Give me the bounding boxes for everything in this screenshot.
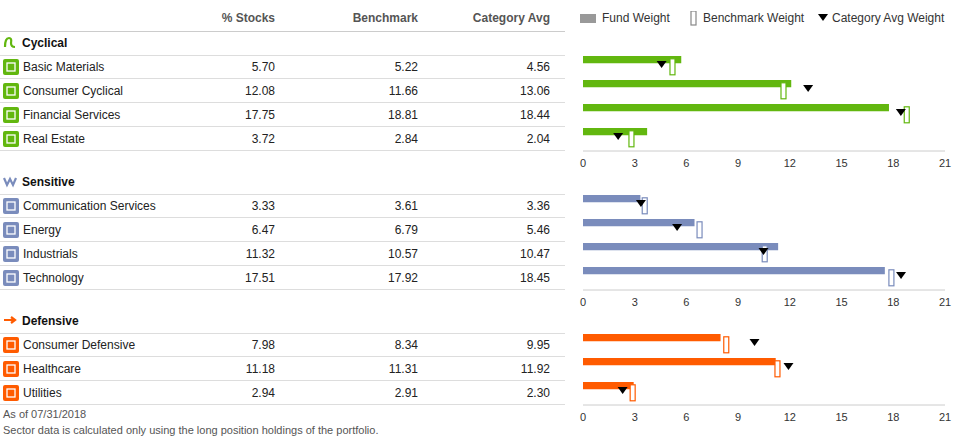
html-text:17.92: 17.92 (388, 271, 418, 285)
html-text:Defensive: Defensive (22, 314, 79, 328)
html-text:2.94: 2.94 (251, 386, 275, 400)
html-text:Consumer Defensive: Consumer Defensive (23, 338, 136, 352)
html-text:11.66: 11.66 (388, 84, 418, 98)
html-text:3.61: 3.61 (394, 199, 418, 213)
html-text:6.47: 6.47 (251, 223, 275, 237)
svg-text:0: 0 (580, 296, 586, 308)
html-text:11.18: 11.18 (245, 362, 275, 376)
html-text:5.46: 5.46 (526, 223, 550, 237)
html-text:Fund Weight: Fund Weight (602, 11, 670, 25)
svg-text:3: 3 (632, 296, 638, 308)
svg-text:15: 15 (835, 411, 847, 423)
html-text:Communication Services: Communication Services (23, 199, 156, 213)
html-text:11.32: 11.32 (245, 247, 275, 261)
html-text:17.51: 17.51 (245, 271, 275, 285)
svg-text:21: 21 (939, 411, 951, 423)
html-text:6.79: 6.79 (394, 223, 418, 237)
html-text:9.95: 9.95 (526, 338, 550, 352)
html-text:17.75: 17.75 (245, 108, 275, 122)
html-text:Utilities: Utilities (23, 386, 62, 400)
svg-text:18: 18 (887, 411, 899, 423)
svg-text:12: 12 (784, 411, 796, 423)
html-text:18.45: 18.45 (520, 271, 550, 285)
html-text:3.72: 3.72 (251, 132, 275, 146)
html-text:3.36: 3.36 (526, 199, 550, 213)
html-text:Basic Materials: Basic Materials (23, 60, 105, 74)
html-text:7.98: 7.98 (251, 338, 275, 352)
html-text:11.31: 11.31 (388, 362, 418, 376)
svg-text:0: 0 (580, 411, 586, 423)
svg-text:12: 12 (784, 296, 796, 308)
html-text:Benchmark Weight: Benchmark Weight (703, 11, 805, 25)
html-text:10.57: 10.57 (388, 247, 418, 261)
html-text:Category Avg: Category Avg (472, 11, 550, 25)
html-text:Energy: Energy (23, 223, 61, 237)
html-text:% Stocks: % Stocks (221, 11, 275, 25)
html-text:Financial Services: Financial Services (23, 108, 121, 122)
html-text:Consumer Cyclical: Consumer Cyclical (23, 84, 123, 98)
html-text:8.34: 8.34 (394, 338, 418, 352)
html-text:Healthcare: Healthcare (23, 362, 81, 376)
html-text:5.70: 5.70 (251, 60, 275, 74)
html-text:10.47: 10.47 (520, 247, 550, 261)
html-text:Sensitive: Sensitive (22, 175, 75, 189)
html-text:Sector data is calculated only: Sector data is calculated only using the… (3, 424, 379, 436)
html-text:2.30: 2.30 (526, 386, 550, 400)
svg-text:9: 9 (735, 157, 741, 169)
svg-text:0: 0 (580, 157, 586, 169)
svg-text:15: 15 (835, 296, 847, 308)
html-text:As of 07/31/2018: As of 07/31/2018 (3, 408, 87, 420)
svg-text:21: 21 (939, 157, 951, 169)
svg-text:18: 18 (887, 296, 899, 308)
svg-text:6: 6 (683, 157, 689, 169)
html-text:3.33: 3.33 (251, 199, 275, 213)
svg-text:21: 21 (939, 296, 951, 308)
svg-text:6: 6 (683, 296, 689, 308)
html-text:4.56: 4.56 (526, 60, 550, 74)
html-text:Technology: Technology (23, 271, 84, 285)
html-text:5.22: 5.22 (394, 60, 418, 74)
html-text:Cyclical: Cyclical (22, 36, 68, 50)
html-text:2.84: 2.84 (394, 132, 418, 146)
html-text:Industrials: Industrials (23, 247, 78, 261)
html-text:Category Avg Weight: Category Avg Weight (832, 11, 945, 25)
html-text:2.04: 2.04 (526, 132, 550, 146)
svg-text:3: 3 (632, 157, 638, 169)
svg-text:18: 18 (887, 157, 899, 169)
html-text:Real Estate: Real Estate (23, 132, 85, 146)
html-text:12.08: 12.08 (245, 84, 275, 98)
html-text:18.81: 18.81 (388, 108, 418, 122)
svg-text:9: 9 (735, 296, 741, 308)
svg-text:9: 9 (735, 411, 741, 423)
svg-text:12: 12 (784, 157, 796, 169)
html-text:2.91: 2.91 (394, 386, 418, 400)
html-text:18.44: 18.44 (520, 108, 550, 122)
html-text:13.06: 13.06 (520, 84, 550, 98)
html-text:Benchmark: Benchmark (352, 11, 418, 25)
svg-text:3: 3 (632, 411, 638, 423)
svg-text:15: 15 (835, 157, 847, 169)
html-text:11.92: 11.92 (520, 362, 550, 376)
svg-text:6: 6 (683, 411, 689, 423)
